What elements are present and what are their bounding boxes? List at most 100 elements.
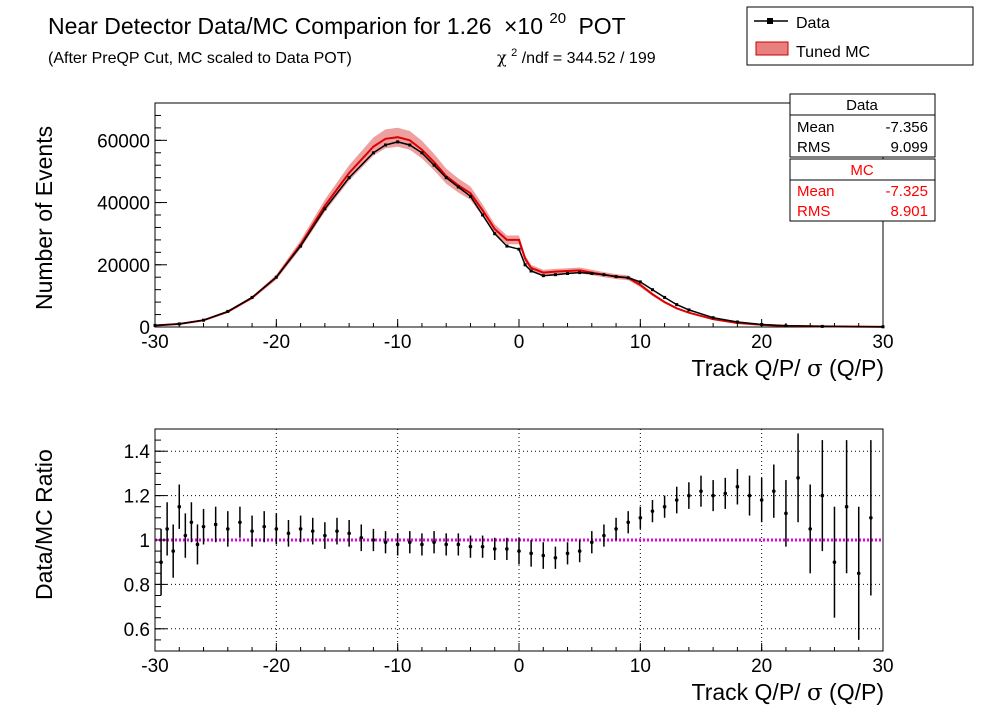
data-series-line <box>154 141 884 328</box>
stats-data-mean-value: -7.356 <box>885 119 928 136</box>
data-point <box>735 320 739 324</box>
stats-mc-mean-label: Mean <box>797 183 835 200</box>
top-y-tick-label: 60000 <box>97 131 150 152</box>
ratio-point <box>517 549 521 553</box>
top-x-axis-label-sigma: σ <box>807 356 823 382</box>
data-point <box>687 308 691 312</box>
top-y-axis-label: Number of Events <box>31 126 57 310</box>
ratio-point <box>772 489 776 493</box>
ratio-point <box>784 511 788 516</box>
ratio-point <box>662 504 667 509</box>
stats-mc-mean-value: -7.325 <box>885 183 928 200</box>
chart-title-unit: POT <box>578 13 625 39</box>
ratio-point <box>420 542 424 547</box>
ratio-point <box>250 529 254 533</box>
ratio-point <box>723 491 728 496</box>
top-x-tick-label: 10 <box>630 332 651 353</box>
data-point <box>408 143 412 147</box>
top-y-tick-label: 20000 <box>97 256 150 277</box>
ratio-point <box>286 531 291 536</box>
legend-data-label: Data <box>796 15 830 32</box>
ratio-point <box>177 504 182 509</box>
top-y-tick-label: 40000 <box>97 194 150 215</box>
data-point <box>553 273 557 277</box>
stats-data-rms-label: RMS <box>797 139 830 156</box>
legend-mc-label: Tuned MC <box>796 44 870 61</box>
data-point <box>505 244 509 248</box>
top-x-tick-label: -10 <box>384 332 411 353</box>
data-point <box>226 309 230 313</box>
chi2-label: χ 2 /ndf = 344.52 / 199 <box>497 43 656 67</box>
top-plot-frame <box>154 102 884 328</box>
ratio-point <box>383 540 388 545</box>
data-point <box>469 194 472 198</box>
stats-data-frame <box>789 93 936 158</box>
bottom-x-tick-label: 0 <box>514 656 525 677</box>
ratio-point <box>529 551 533 556</box>
data-point <box>663 295 667 299</box>
data-point <box>202 318 205 322</box>
ratio-point <box>626 520 630 525</box>
ratio-point <box>638 516 643 520</box>
top-x-axis-label-tail: (Q/P) <box>829 355 884 381</box>
ratio-point <box>201 524 206 529</box>
ratio-point <box>226 527 230 531</box>
data-point <box>371 151 375 155</box>
data-point <box>675 303 679 307</box>
bottom-y-tick-label: 0.6 <box>124 620 150 641</box>
bottom-x-axis-label-tail: (Q/P) <box>829 679 884 705</box>
stats-mc-frame <box>789 158 936 222</box>
data-point <box>541 274 545 278</box>
mc-series-line <box>154 136 884 328</box>
data-point <box>274 275 278 279</box>
ratio-point <box>699 489 703 493</box>
chart-title-exponent: 20 <box>549 10 566 27</box>
data-point <box>529 269 533 273</box>
data-point <box>444 176 448 180</box>
bottom-x-tick-label: -30 <box>141 656 168 677</box>
ratio-point <box>432 540 436 545</box>
data-point <box>481 213 485 217</box>
ratio-point <box>456 542 461 547</box>
ratio-point <box>541 553 546 558</box>
bottom-x-tick-label: 20 <box>751 656 772 677</box>
data-point <box>711 316 715 320</box>
top-plot: -30 -20 -10 0 10 20 30 0 20000 40000 60000 <box>97 102 894 353</box>
data-point <box>493 232 497 236</box>
bottom-x-axis-label-sigma: σ <box>807 680 823 706</box>
ratio-point <box>687 493 691 498</box>
ratio-point <box>590 540 594 545</box>
data-point <box>626 276 630 280</box>
bottom-y-tick-label: 1 <box>139 531 150 552</box>
data-point <box>590 272 594 275</box>
ratio-point <box>395 542 400 547</box>
ratio-point <box>832 560 837 564</box>
ratio-point <box>492 547 497 551</box>
data-point <box>517 247 521 251</box>
stats-data-rms-value: 9.099 <box>890 139 928 156</box>
bottom-x-axis-label-main: Track Q/P/ <box>692 679 802 705</box>
ratio-point <box>565 551 570 556</box>
mc-error-band <box>155 127 883 327</box>
bottom-plot: -30 -20 -10 0 10 20 30 0.6 0.8 1 1.2 1.4 <box>124 428 894 677</box>
top-x-tick-label: 0 <box>514 332 525 353</box>
chart-title: Near Detector Data/MC Comparion for 1.26… <box>48 2 626 39</box>
data-point <box>384 143 387 147</box>
legend-mc-swatch <box>755 41 789 56</box>
legend-data-marker <box>767 18 773 24</box>
ratio-point <box>856 571 861 576</box>
top-y-tick-label: 0 <box>139 318 150 339</box>
top-x-tick-label: -30 <box>141 332 168 353</box>
chart-subtitle: (After PreQP Cut, MC scaled to Data POT) <box>48 50 352 67</box>
ratio-point <box>195 542 200 547</box>
ratio-point <box>650 509 655 513</box>
ratio-point <box>747 493 752 498</box>
stats-data-title: Data <box>846 97 878 114</box>
top-x-tick-label: -20 <box>263 332 290 353</box>
ratio-point <box>213 522 218 527</box>
ratio-point <box>310 529 315 533</box>
ratio-point <box>165 527 169 531</box>
ratio-point <box>444 542 449 547</box>
ratio-point <box>468 544 473 549</box>
